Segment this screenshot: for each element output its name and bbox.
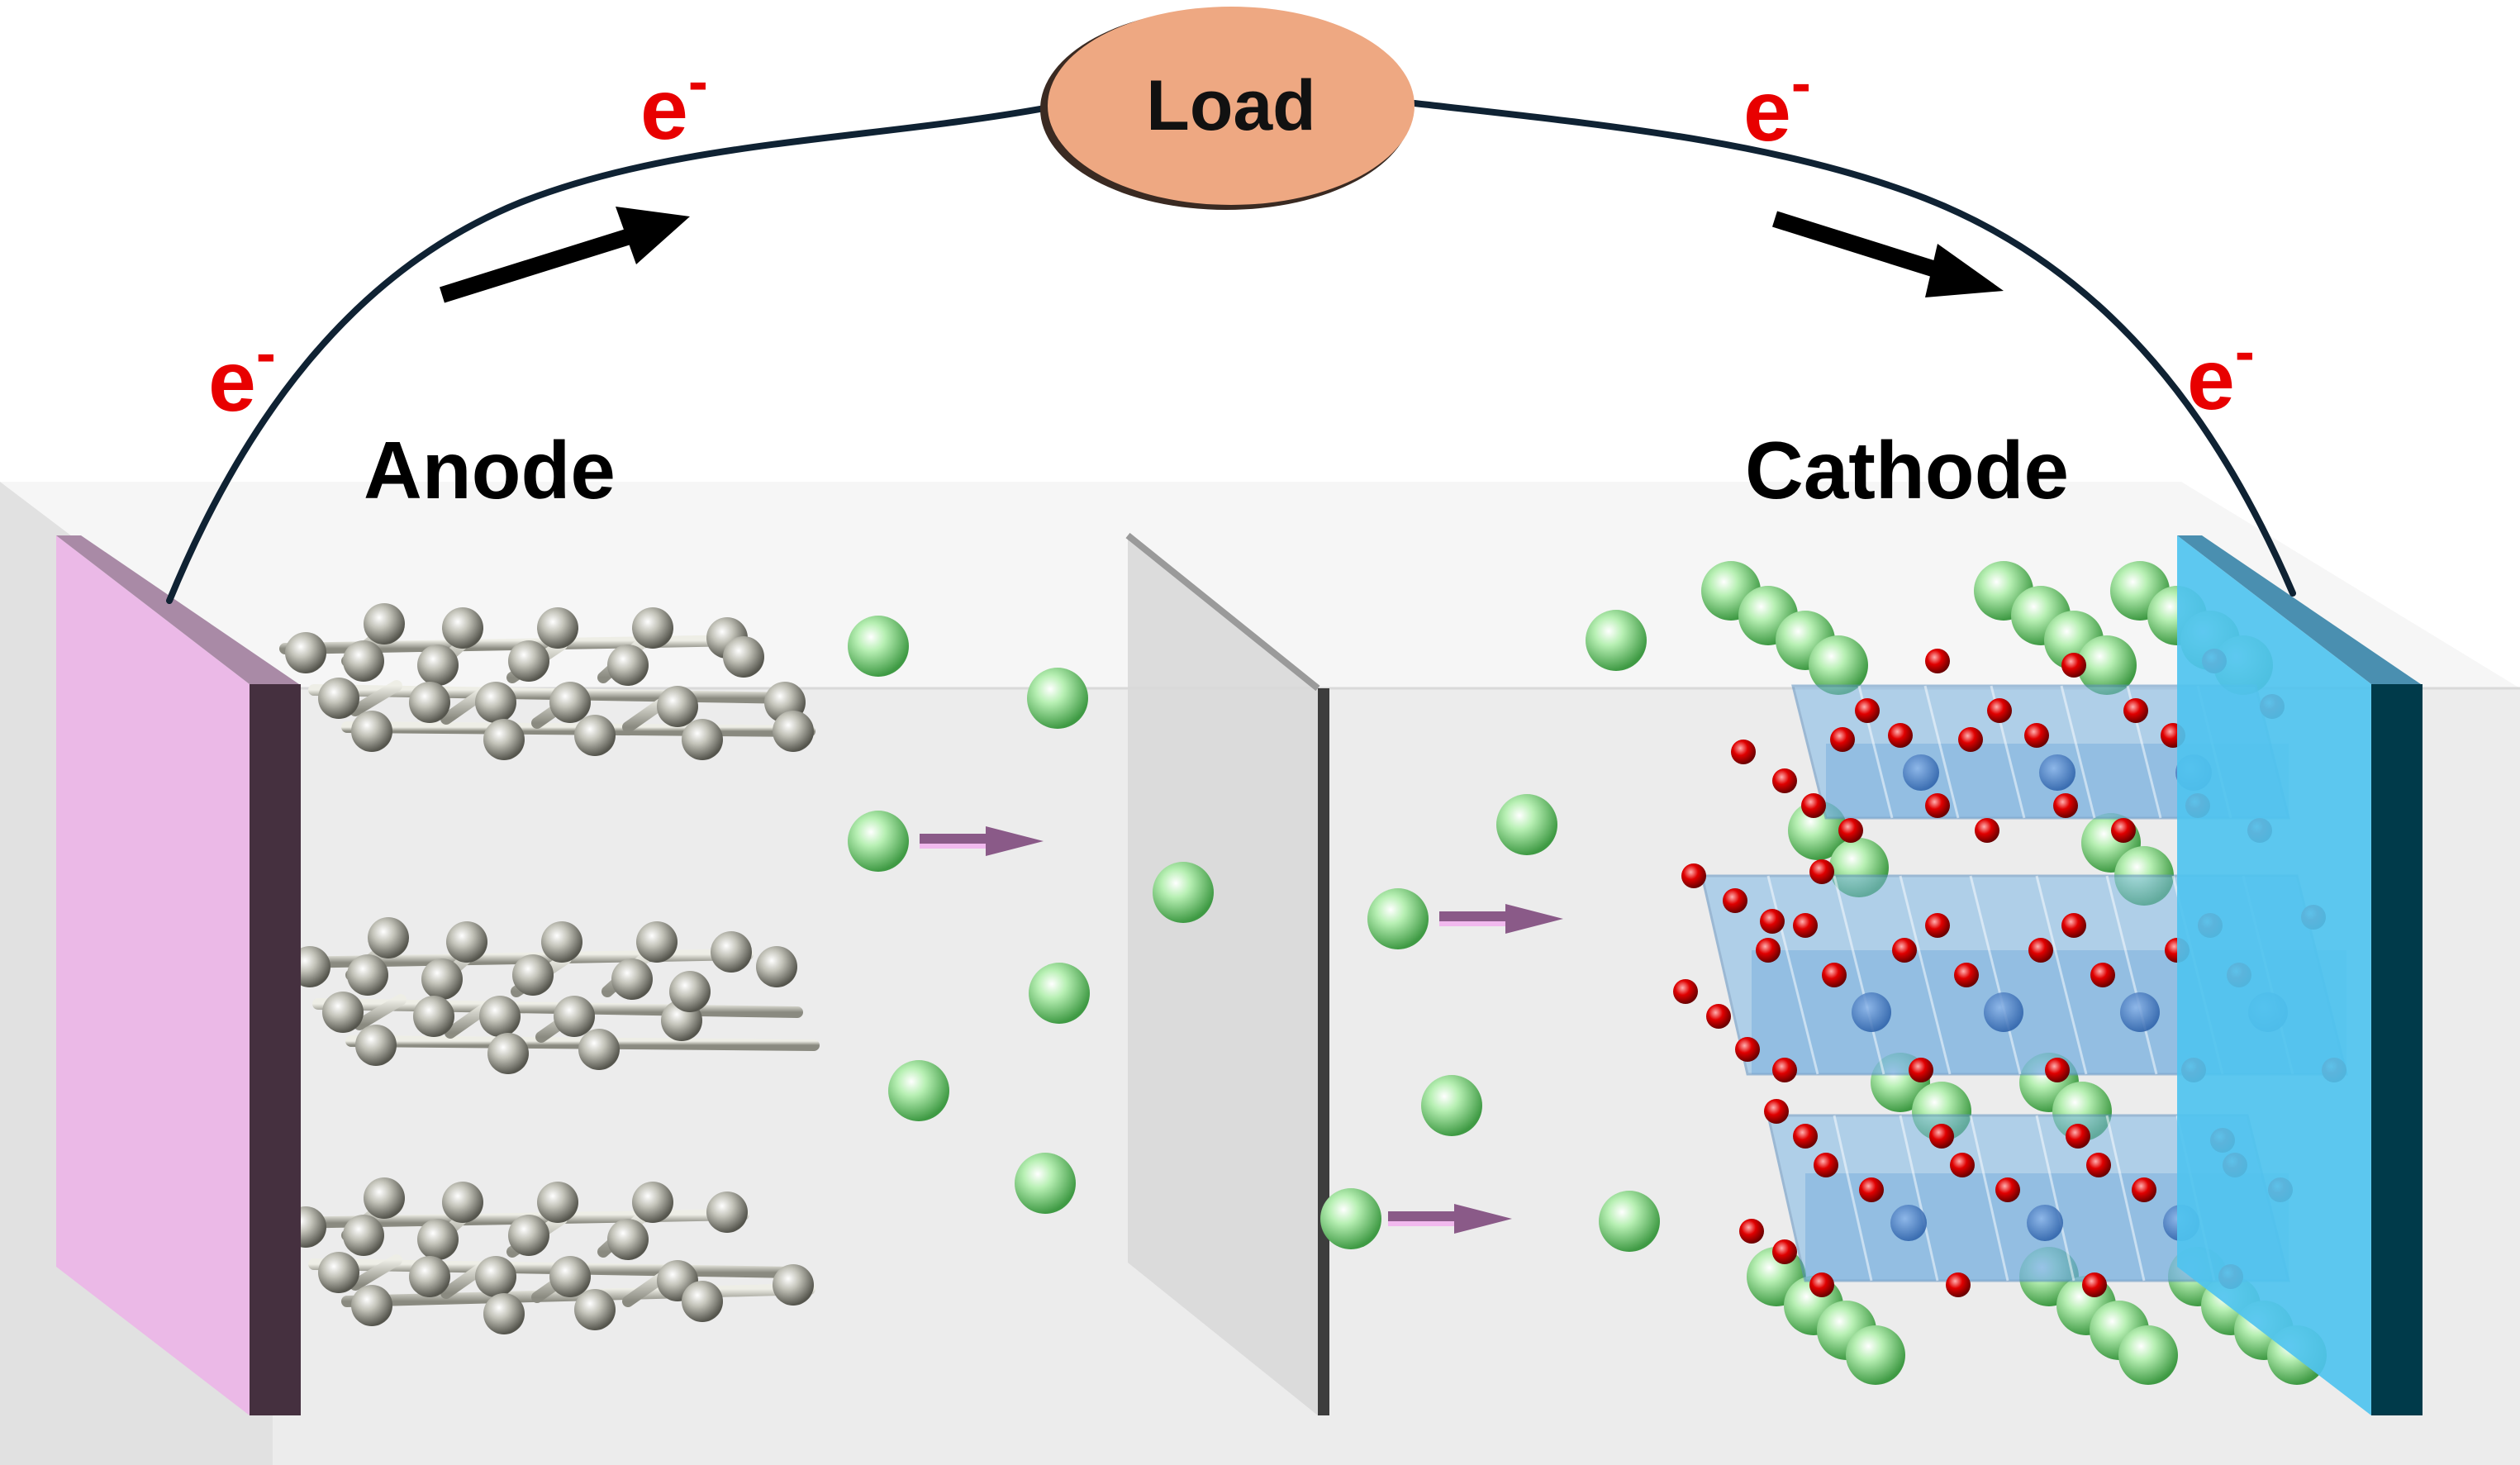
li-ion bbox=[1320, 1188, 1381, 1249]
li-ion bbox=[848, 811, 909, 872]
cathode-collector-top bbox=[2177, 535, 2421, 684]
separator-sheet bbox=[1128, 535, 1318, 1415]
load-body bbox=[1048, 7, 1415, 205]
ion-arrows bbox=[920, 826, 1563, 1234]
li-ion bbox=[1153, 862, 1214, 923]
anode-label: Anode bbox=[364, 425, 616, 516]
electron-label: e- bbox=[208, 321, 276, 430]
li-ion bbox=[1421, 1075, 1482, 1136]
octahedral-layer bbox=[1766, 1114, 2290, 1282]
electron-label: e- bbox=[640, 49, 708, 158]
anode-graphite-layers bbox=[279, 603, 820, 1334]
graphite-sheet bbox=[283, 917, 820, 1074]
ion-arrow-icon bbox=[1439, 904, 1563, 934]
li-ion bbox=[1015, 1153, 1076, 1214]
li-ion bbox=[1027, 668, 1088, 729]
anode-collector-face bbox=[56, 535, 250, 1415]
ion-arrow-icon bbox=[1388, 1204, 1512, 1234]
external-wire bbox=[1411, 100, 2296, 597]
arrow-icon bbox=[440, 207, 690, 303]
ion-arrow-icon bbox=[920, 826, 1044, 856]
li-ion bbox=[1367, 888, 1429, 949]
anode-collector-top bbox=[56, 535, 299, 684]
graphite-sheet bbox=[279, 603, 815, 760]
li-ion bbox=[1029, 963, 1090, 1024]
electron-label: e- bbox=[2187, 319, 2255, 428]
lithium-ions bbox=[848, 610, 1660, 1252]
li-ion bbox=[848, 616, 909, 677]
cathode-collector-edge bbox=[2371, 684, 2423, 1415]
cathode-label: Cathode bbox=[1745, 425, 2069, 516]
load-label: Load bbox=[1146, 66, 1315, 145]
graphite-sheet bbox=[279, 1177, 815, 1334]
li-ion bbox=[1586, 610, 1647, 671]
anode-collector-edge bbox=[250, 684, 301, 1415]
electron-label: e- bbox=[1743, 50, 1811, 159]
li-ion bbox=[888, 1060, 949, 1121]
separator-top-edge bbox=[1125, 532, 1320, 692]
li-ion bbox=[1496, 794, 1557, 855]
cathode-current-collector bbox=[2177, 535, 2423, 1415]
external-wire bbox=[166, 104, 1053, 604]
separator bbox=[1125, 532, 1329, 1415]
cathode-collector-face bbox=[2177, 535, 2371, 1415]
li-ion bbox=[1599, 1191, 1660, 1252]
load: Load bbox=[1040, 7, 1415, 210]
anode-current-collector bbox=[56, 535, 301, 1415]
arrow-icon bbox=[1772, 211, 2004, 297]
